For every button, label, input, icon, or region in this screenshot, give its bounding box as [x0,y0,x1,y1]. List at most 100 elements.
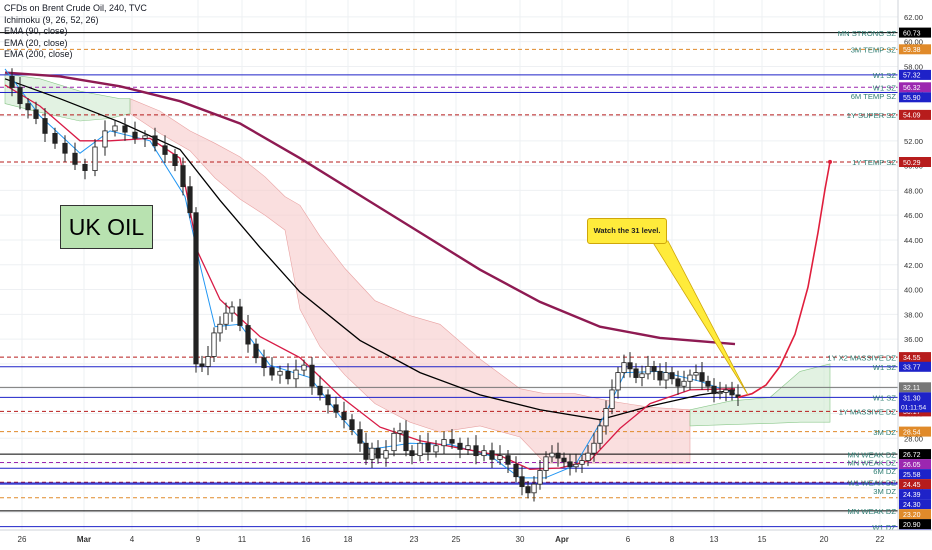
price-tag-box [899,44,931,55]
price-tag-box [899,82,931,93]
candle [609,379,615,415]
time-tick-label: 4 [130,535,135,544]
price-tag: 60.73 [899,27,931,38]
candle-body [17,87,23,105]
time-tick-label: 6 [626,535,631,544]
candle-body [317,385,323,396]
candle [615,367,621,399]
time-tick-label: 9 [196,535,201,544]
candle [293,359,299,388]
price-tick-label: 28.00 [904,434,923,443]
candle-body [621,362,627,373]
candle [669,367,675,385]
price-tag-box [899,426,931,437]
candle [417,435,423,462]
candle [663,362,669,389]
last-price-text: 31.30 [903,395,921,402]
candle [277,365,283,384]
candle [579,455,585,473]
legend-title: CFDs on Brent Crude Oil, 240, TVC [4,3,147,13]
candle-body [82,163,88,171]
candle-body [543,456,549,471]
zone-label: MN WEAK DZ [847,507,896,516]
candle-body [397,430,403,434]
candle [375,440,381,464]
zone-label: 6M DZ [873,467,896,476]
candle [261,349,267,377]
candle-body [205,356,211,367]
candle-body [497,455,503,460]
candle-body [142,135,148,139]
candle-body [549,452,555,458]
candle [561,452,567,468]
candle [621,354,627,379]
candle-body [633,368,639,378]
candle [187,176,193,219]
callout-note: Watch the 31 level. [587,218,667,244]
price-tick-label: 44.00 [904,236,923,245]
candle-body [537,470,543,485]
price-tag-text: 32.11 [903,385,920,392]
price-tick-label: 42.00 [904,261,923,270]
price-tag-text: 26.72 [903,452,921,459]
candle [211,327,217,363]
chart-legend: CFDs on Brent Crude Oil, 240, TVC Ichimo… [4,3,147,61]
candle-body [573,463,579,468]
candle-body [187,186,193,214]
candle-body [473,445,479,457]
legend-ema200: EMA (200, close) [4,49,73,59]
candle [543,451,549,480]
candle [112,120,118,137]
candle-body [723,389,729,393]
candle [573,453,579,473]
candle-body [531,483,537,494]
ema90-line [4,78,736,421]
candle [42,107,48,143]
candle [172,148,178,172]
candle-body [409,450,415,457]
candle [705,375,711,392]
candle-body [425,442,431,453]
price-tag: 59.38 [899,44,931,55]
candle [357,421,363,452]
candle [122,117,128,141]
candle-body [513,463,519,478]
candle [567,453,573,476]
candle [729,381,735,401]
price-tag: 24.45 [899,479,931,490]
ema20-line [4,84,736,470]
candle [223,302,229,330]
candle [465,437,471,456]
projection-path [737,159,832,399]
candle-body [162,145,168,155]
zone-label: 3M DZ [873,428,896,437]
price-tag-box [899,109,931,120]
zone-label: MN WEAK DZ [847,450,896,459]
candle [505,450,511,473]
price-tag-box [899,92,931,103]
price-tag-box [899,157,931,167]
candle [162,135,168,164]
candle-body [333,404,339,413]
zone-label: 6M TEMP SZ [851,92,897,101]
candle-body [223,312,229,325]
candle [675,370,681,395]
candle [62,135,68,162]
candle [657,363,663,386]
candle-body [42,118,48,134]
candle [519,466,525,496]
price-tick-label: 58.00 [904,63,923,72]
candle [497,445,503,465]
candle-body [391,432,397,452]
candle-body [211,332,217,357]
candle-body [180,165,186,188]
price-tag: 26.05 [899,459,931,470]
candle [317,375,323,401]
time-tick-label: 30 [516,535,525,544]
candle [693,364,699,381]
time-tick-label: Apr [555,535,569,544]
candle-body [363,442,369,460]
candle [9,68,15,97]
